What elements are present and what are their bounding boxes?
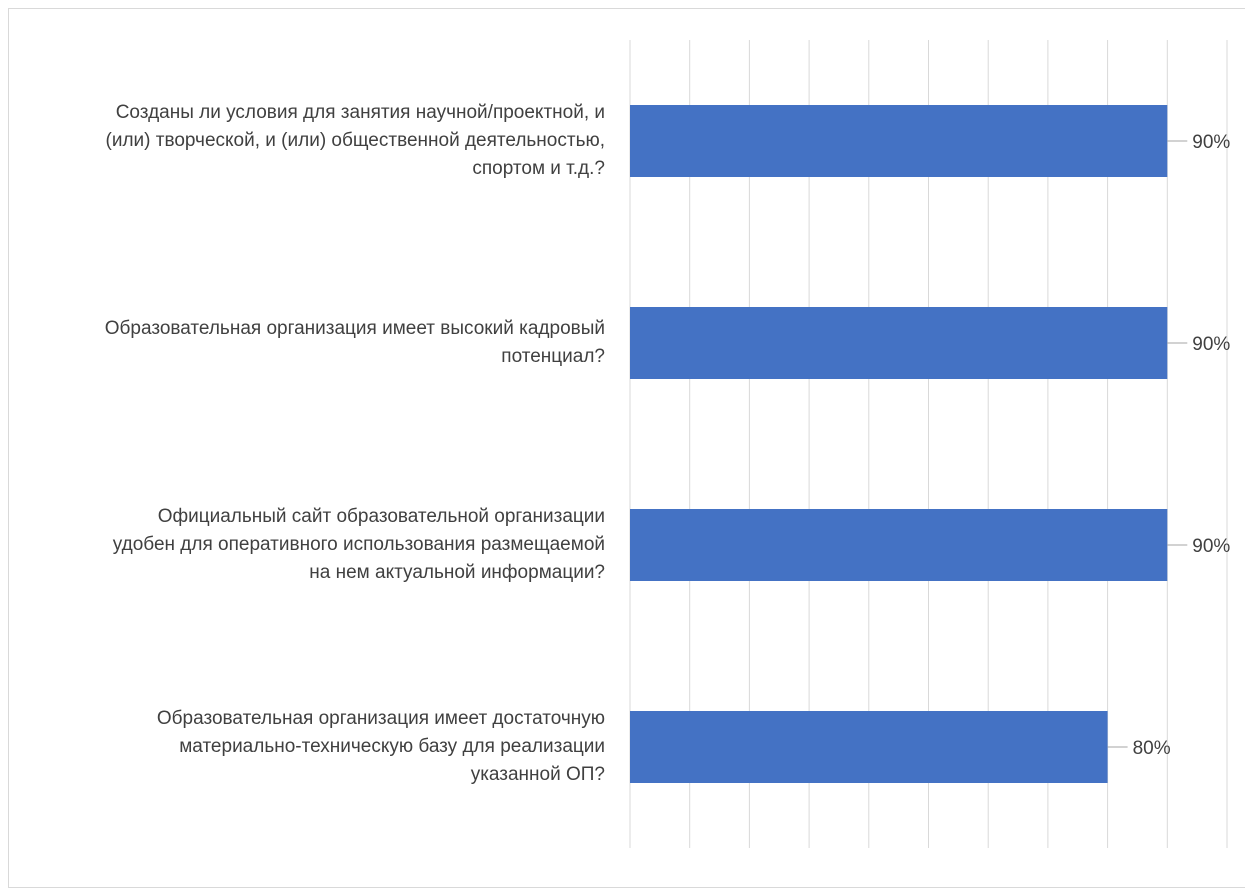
category-label-line: потенциал? (501, 346, 605, 367)
category-label-line: Официальный сайт образовательной организ… (157, 506, 605, 527)
category-label: Созданы ли условия для занятия научной/п… (5, 99, 605, 183)
category-label: Образовательная организация имеет высоки… (5, 315, 605, 371)
data-label: 80% (1133, 738, 1171, 759)
data-label: 90% (1192, 334, 1230, 355)
bar (630, 711, 1108, 783)
category-label: Официальный сайт образовательной организ… (5, 503, 605, 587)
category-label-line: указанной ОП? (470, 764, 605, 785)
category-label-line: Образовательная организация имеет высоки… (104, 318, 605, 339)
data-label: 90% (1192, 132, 1230, 153)
bar (630, 509, 1168, 581)
category-label-line: (или) творческой, и (или) общественной д… (105, 130, 605, 151)
category-label-line: спортом и т.д.? (472, 158, 605, 179)
category-label-line: удобен для оперативного использования ра… (112, 534, 605, 555)
category-label-line: материально-техническую базу для реализа… (179, 736, 605, 757)
category-label-line: Образовательная организация имеет достат… (156, 708, 605, 729)
data-label: 90% (1192, 536, 1230, 557)
category-label: Образовательная организация имеет достат… (5, 705, 605, 789)
bar (630, 105, 1168, 177)
category-label-line: Созданы ли условия для занятия научной/п… (115, 102, 605, 123)
category-label-line: на нем актуальной информации? (309, 562, 605, 583)
bar (630, 307, 1168, 379)
bar-chart: 90% 90% 90% 80% (629, 40, 1230, 848)
